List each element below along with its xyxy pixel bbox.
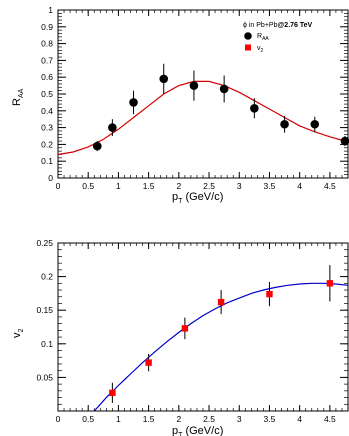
data-point-raa (189, 81, 199, 90)
legend-marker-v2 (245, 44, 251, 51)
legend-marker-raa (244, 32, 252, 40)
x-tick-label-bottom: 1.5 (143, 414, 155, 424)
x-tick-label-top: 3 (237, 181, 242, 191)
x-tick-label-top: 0.5 (82, 181, 94, 191)
x-axis-title-top: pT (GeV/c) (172, 191, 223, 205)
x-tick-label-bottom: 0 (56, 414, 61, 424)
y-tick-label-top: 0.3 (41, 123, 53, 133)
y-tick-label-top: 0.4 (41, 106, 53, 116)
data-point-raa (129, 98, 138, 107)
data-point-v2 (326, 280, 334, 287)
x-tick-label-bottom: 2 (176, 414, 181, 424)
x-tick-label-bottom: 1 (116, 414, 121, 424)
y-tick-label-bottom: 0.2 (41, 272, 53, 282)
legend-label-v2: v2 (257, 45, 264, 54)
y-tick-label-top: 0.1 (41, 156, 53, 166)
plot-frame-top (57, 9, 349, 179)
data-point-raa (250, 103, 259, 113)
x-axis-title-bottom: pT (GeV/c) (172, 425, 223, 436)
data-point-v2 (181, 325, 189, 332)
x-tick-label-top: 3.5 (264, 181, 276, 191)
x-ticks-bottom: 0 0.5 1 1.5 2 2.5 3 3.5 4 4.5 (56, 243, 349, 424)
legend: ϕ in Pb+Pb@2.76 TeV RAA v2 (243, 22, 313, 54)
x-tick-label-top: 0 (56, 181, 61, 191)
y-tick-label-bottom: 0.15 (36, 305, 53, 315)
x-tick-label-bottom: 2.5 (203, 414, 215, 424)
data-point-raa (340, 136, 349, 146)
data-point-raa (108, 123, 117, 132)
y-tick-label-bottom: 0.25 (36, 238, 53, 248)
x-tick-label-bottom: 0.5 (82, 414, 94, 424)
x-ticks-top: 0 0.5 1 1.5 2 2.5 3 3.5 4 4.5 (56, 10, 349, 191)
data-points-raa (92, 63, 349, 152)
x-tick-label-bottom: 4 (297, 414, 302, 424)
y-tick-label-top: 1 (48, 5, 53, 15)
y-tick-label-top: 0.9 (41, 22, 53, 32)
data-point-v2 (266, 290, 273, 298)
y-tick-label-top: 0.2 (41, 139, 53, 149)
y-ticks-top: 0 0.1 0.2 0.3 0.4 0.5 0.6 0.7 0.8 0.9 1 (41, 5, 348, 183)
y-axis-title-top: RAA (11, 88, 25, 106)
panel-raa: 0 0.5 1 1.5 2 2.5 3 3.5 4 4.5 0 0.1 0.2 0.3 0.4 0.5 0.6… (11, 5, 349, 205)
y-tick-label-top: 0.6 (41, 72, 53, 82)
plot-frame-bottom (57, 242, 349, 412)
data-point-v2 (217, 298, 225, 306)
y-tick-label-bottom: 0.05 (36, 372, 53, 382)
data-point-raa (219, 84, 229, 94)
data-points-v2 (109, 265, 334, 403)
y-ticks-bottom: 0.05 0.1 0.15 0.2 0.25 (36, 238, 348, 412)
x-tick-label-bottom: 4.5 (324, 414, 336, 424)
data-point-raa (310, 119, 320, 129)
y-tick-label-top: 0.5 (41, 89, 53, 99)
fit-curve-line-top (57, 80, 349, 156)
panel-v2: 0 0.5 1 1.5 2 2.5 3 3.5 4 4.5 0.050.10.150.20.25 … (11, 238, 349, 436)
x-tick-label-top: 2 (176, 181, 181, 191)
x-tick-label-top: 1.5 (143, 181, 155, 191)
data-point-v2 (145, 359, 152, 366)
y-axis-title-bottom: v2 (11, 329, 25, 339)
x-tick-label-top: 4.5 (324, 181, 336, 191)
x-tick-label-top: 2.5 (203, 181, 215, 191)
fit-curve-raa (57, 80, 349, 156)
y-tick-label-top: 0.8 (41, 39, 53, 49)
y-tick-label-top: 0.7 (41, 55, 53, 65)
legend-label-raa: RAA (257, 33, 269, 42)
data-point-v2 (109, 389, 116, 397)
x-tick-label-bottom: 3 (237, 414, 242, 424)
data-point-raa (159, 74, 169, 84)
data-point-raa (92, 141, 102, 151)
x-tick-label-top: 1 (116, 181, 121, 191)
x-tick-label-top: 4 (297, 181, 302, 191)
y-tick-label-top: 0 (48, 173, 53, 183)
x-tick-label-bottom: 3.5 (264, 414, 276, 424)
data-point-raa (280, 119, 289, 129)
legend-header: ϕ in Pb+Pb@2.76 TeV (243, 22, 313, 29)
y-tick-label-bottom: 0.1 (41, 339, 53, 349)
